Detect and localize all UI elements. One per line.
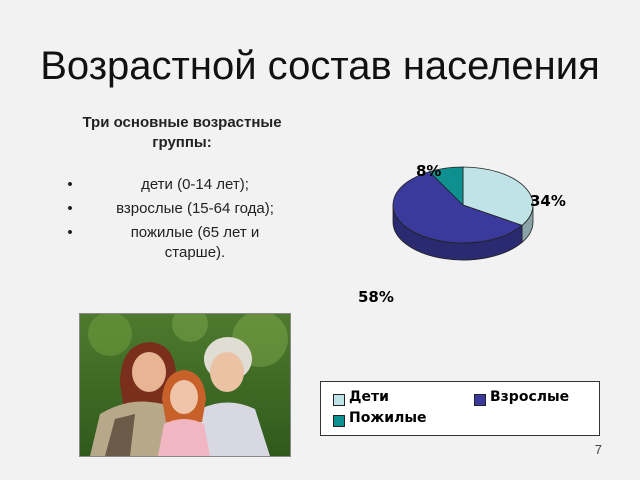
pie-label-children: 34% xyxy=(530,192,566,210)
legend-swatch-elderly xyxy=(333,415,345,427)
list-item-text: пожилые (65 лет и xyxy=(130,224,260,241)
pie-label-elderly: 8% xyxy=(416,162,442,180)
list-item-elderly: • пожилые (65 лет и старше). xyxy=(60,223,300,263)
subtitle: Три основные возрастные группы: xyxy=(52,113,312,153)
family-photo xyxy=(79,313,291,457)
pie-chart xyxy=(392,166,534,261)
list-item-text: взрослые (15-64 года); xyxy=(116,200,274,217)
list-item-children: • дети (0-14 лет); xyxy=(60,175,300,195)
page-number: 7 xyxy=(594,442,602,457)
legend-label-elderly: Пожилые xyxy=(349,410,427,426)
age-group-list: • дети (0-14 лет); • взрослые (15-64 год… xyxy=(60,175,300,267)
pie-slice-Пожилые xyxy=(428,166,464,206)
bullet-icon: • xyxy=(67,176,73,193)
legend-label-adults: Взрослые xyxy=(490,389,570,405)
legend-swatch-children xyxy=(333,394,345,406)
subtitle-line-1: Три основные возрастные xyxy=(82,114,282,131)
pie-slice-Взрослые xyxy=(392,171,523,244)
bullet-icon: • xyxy=(67,200,73,217)
chart-legend: Дети Взрослые Пожилые xyxy=(320,381,600,436)
legend-swatch-adults xyxy=(474,394,486,406)
list-item-text: дети (0-14 лет); xyxy=(141,176,249,193)
legend-label-children: Дети xyxy=(349,389,389,405)
pie-label-adults: 58% xyxy=(358,288,394,306)
bullet-icon: • xyxy=(67,224,73,241)
slide-title: Возрастной состав населения xyxy=(40,44,600,88)
subtitle-line-2: группы: xyxy=(152,134,212,151)
list-item-adults: • взрослые (15-64 года); xyxy=(60,199,300,219)
list-item-text-cont: старше). xyxy=(164,244,226,261)
